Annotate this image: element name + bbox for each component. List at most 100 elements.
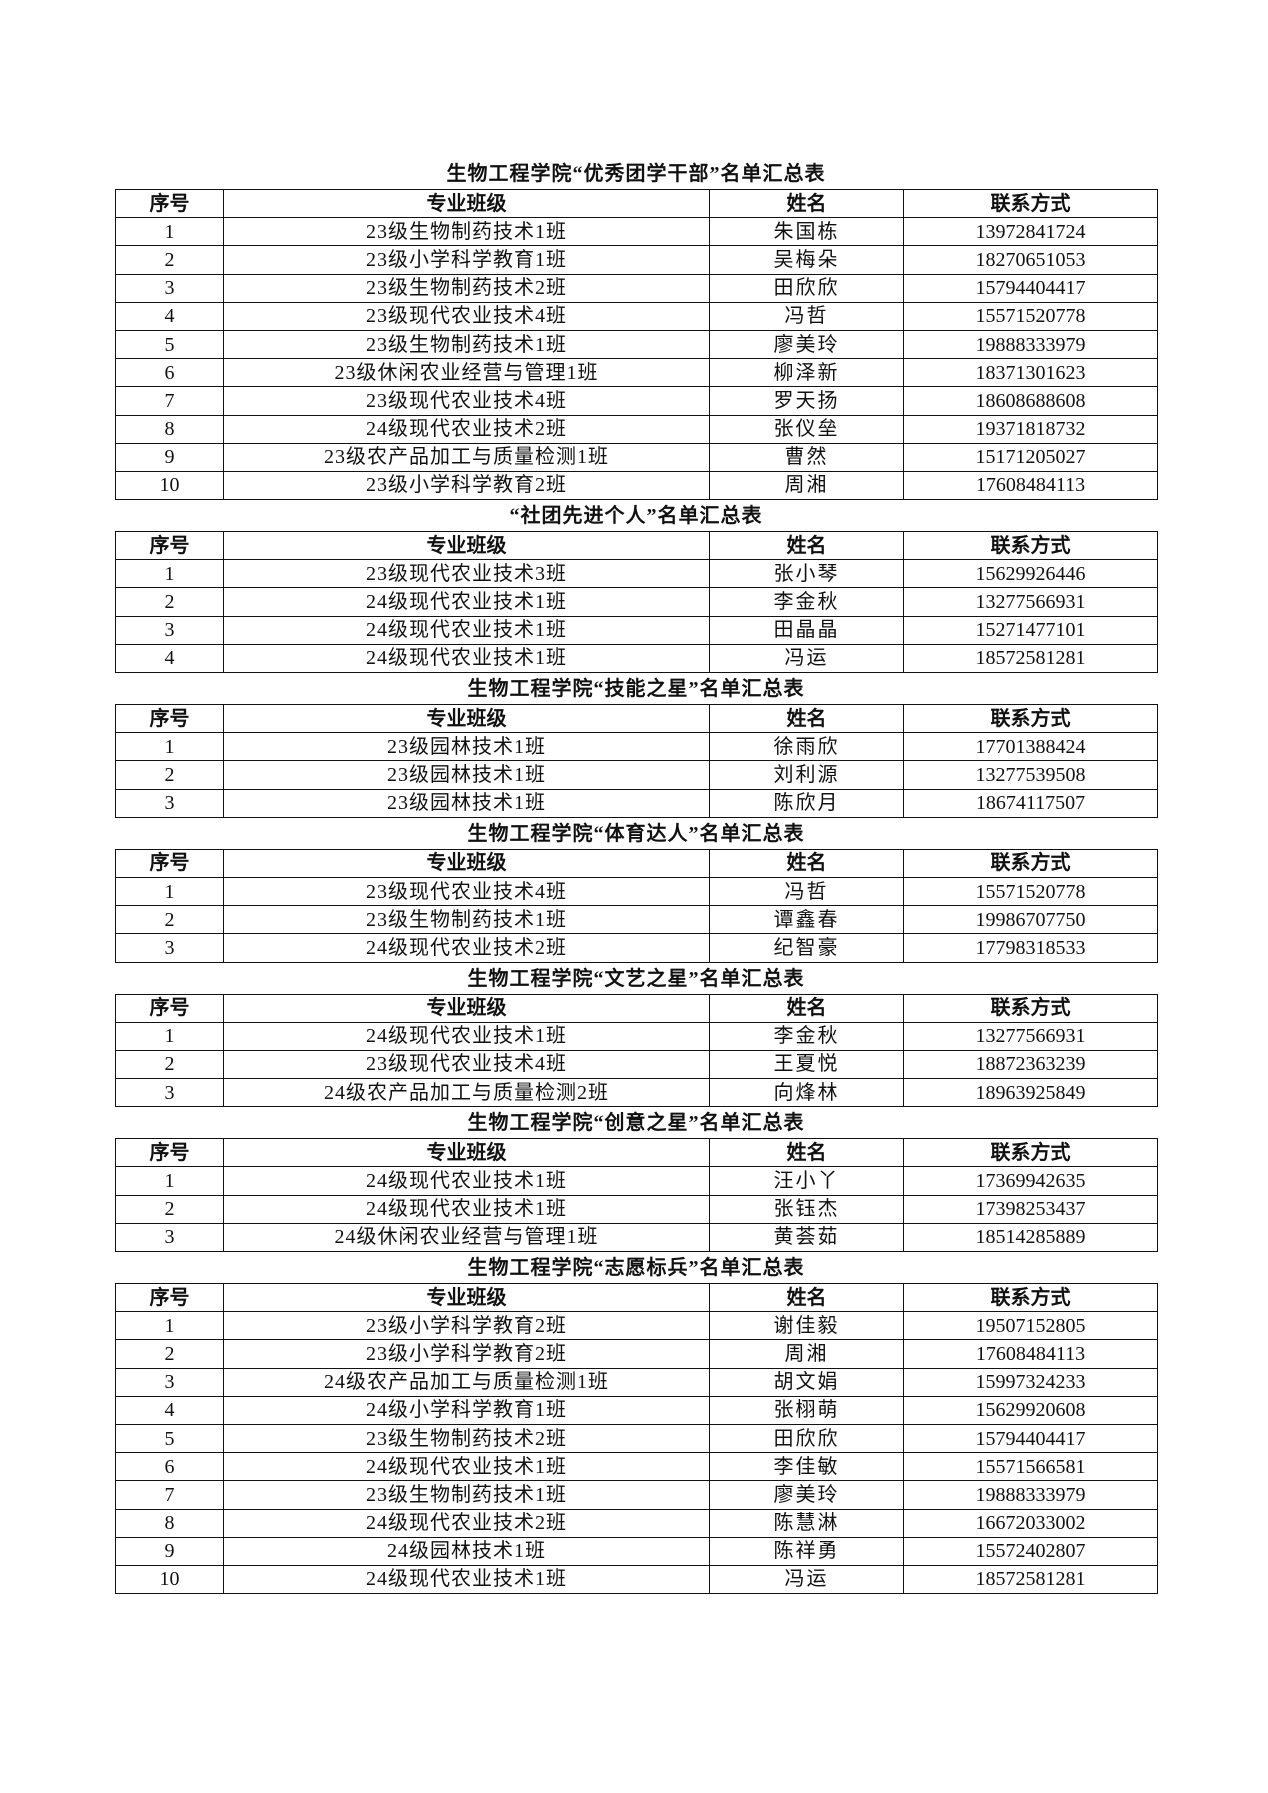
table-row: 9 24级园林技术1班 陈祥勇 15572402807 <box>115 1536 1158 1566</box>
header-row: 序号 专业班级 姓名 联系方式 <box>115 1282 1158 1313</box>
table-row: 3 23级园林技术1班 陈欣月 18674117507 <box>115 788 1158 818</box>
cell-contact: 13277566931 <box>903 587 1158 617</box>
column-header-class: 专业班级 <box>223 1282 710 1313</box>
cell-name: 冯运 <box>709 643 904 674</box>
cell-name: 汪小丫 <box>709 1166 904 1196</box>
table-title: 生物工程学院“文艺之星”名单汇总表 <box>467 967 805 990</box>
table-title: 生物工程学院“志愿标兵”名单汇总表 <box>467 1257 805 1279</box>
cell-name: 曹然 <box>709 442 904 472</box>
header-row: 序号 专业班级 姓名 联系方式 <box>115 188 1158 219</box>
cell-serial-number: 2 <box>115 1194 224 1224</box>
column-header-serial-number: 序号 <box>115 1282 224 1313</box>
cell-class: 23级现代农业技术4班 <box>223 1049 710 1080</box>
cell-class: 24级休闲农业经营与管理1班 <box>223 1222 710 1253</box>
cell-contact: 18608688608 <box>903 386 1158 416</box>
cell-contact: 18514285889 <box>903 1222 1158 1253</box>
cell-class: 23级小学科学教育2班 <box>223 470 710 501</box>
cell-class: 23级现代农业技术3班 <box>223 559 710 589</box>
cell-name: 冯运 <box>709 1564 904 1595</box>
cell-serial-number: 10 <box>115 470 224 501</box>
cell-contact: 15171205027 <box>903 442 1158 472</box>
table-row: 1 23级小学科学教育2班 谢佳毅 19507152805 <box>115 1311 1158 1341</box>
cell-serial-number: 2 <box>115 760 224 790</box>
cell-serial-number: 7 <box>115 1480 224 1510</box>
cell-contact: 19507152805 <box>903 1311 1158 1341</box>
header-row: 序号 专业班级 姓名 联系方式 <box>115 993 1158 1023</box>
cell-contact: 15794404417 <box>903 273 1158 303</box>
cell-serial-number: 3 <box>115 933 224 963</box>
table-row: 3 24级现代农业技术1班 田晶晶 15271477101 <box>115 615 1158 645</box>
table-row: 2 24级现代农业技术1班 李金秋 13277566931 <box>115 587 1158 617</box>
table-row: 3 24级农产品加工与质量检测2班 向烽林 18963925849 <box>115 1078 1158 1108</box>
cell-contact: 15794404417 <box>903 1423 1158 1454</box>
cell-class: 24级现代农业技术1班 <box>223 1166 710 1196</box>
cell-serial-number: 2 <box>115 245 224 275</box>
table-row: 5 23级生物制药技术1班 廖美玲 19888333979 <box>115 329 1158 360</box>
cell-name: 陈慧淋 <box>709 1508 904 1538</box>
cell-serial-number: 10 <box>115 1564 224 1595</box>
column-header-class: 专业班级 <box>223 703 710 734</box>
cell-contact: 15271477101 <box>903 615 1158 645</box>
column-header-class: 专业班级 <box>223 531 710 561</box>
document: 生物工程学院“优秀团学干部”名单汇总表 序号 专业班级 姓名 联系方式 1 23级生物制药技… <box>115 158 1158 1595</box>
cell-name: 田晶晶 <box>709 615 904 645</box>
table-row: 7 23级现代农业技术4班 罗天扬 18608688608 <box>115 386 1158 416</box>
table-row: 1 23级现代农业技术3班 张小琴 15629926446 <box>115 559 1158 589</box>
cell-name: 谢佳毅 <box>709 1311 904 1341</box>
roster-table: 序号 专业班级 姓名 联系方式 1 23级生物制药技术1班 朱国栋 13972841724 2 2… <box>115 188 1158 501</box>
cell-class: 23级现代农业技术4班 <box>223 386 710 416</box>
cell-class: 23级生物制药技术1班 <box>223 329 710 360</box>
cell-name: 纪智豪 <box>709 933 904 963</box>
cell-contact: 17798318533 <box>903 933 1158 963</box>
cell-contact: 15629926446 <box>903 559 1158 589</box>
cell-contact: 18572581281 <box>903 643 1158 674</box>
roster-table: 序号 专业班级 姓名 联系方式 1 23级现代农业技术4班 冯哲 15571520778 2 23… <box>115 848 1158 963</box>
cell-serial-number: 3 <box>115 615 224 645</box>
column-header-class: 专业班级 <box>223 993 710 1023</box>
cell-class: 23级园林技术1班 <box>223 788 710 818</box>
cell-name: 王夏悦 <box>709 1049 904 1080</box>
cell-name: 张小琴 <box>709 559 904 589</box>
column-header-name: 姓名 <box>709 848 904 878</box>
cell-serial-number: 1 <box>115 732 224 762</box>
cell-contact: 18572581281 <box>903 1564 1158 1595</box>
cell-class: 23级生物制药技术2班 <box>223 1423 710 1454</box>
cell-class: 24级现代农业技术1班 <box>223 1021 710 1051</box>
column-header-contact: 联系方式 <box>903 188 1158 219</box>
column-header-contact: 联系方式 <box>903 993 1158 1023</box>
cell-name: 李金秋 <box>709 587 904 617</box>
cell-serial-number: 3 <box>115 1222 224 1253</box>
column-header-class: 专业班级 <box>223 848 710 878</box>
cell-name: 柳泽新 <box>709 358 904 388</box>
cell-class: 24级现代农业技术1班 <box>223 615 710 645</box>
cell-name: 陈欣月 <box>709 788 904 818</box>
cell-class: 24级现代农业技术1班 <box>223 1564 710 1595</box>
cell-name: 张钰杰 <box>709 1194 904 1224</box>
cell-name: 周湘 <box>709 1339 904 1369</box>
table-row: 6 24级现代农业技术1班 李佳敏 15571566581 <box>115 1452 1158 1482</box>
cell-name: 刘利源 <box>709 760 904 790</box>
cell-serial-number: 9 <box>115 1536 224 1566</box>
cell-serial-number: 6 <box>115 1452 224 1482</box>
cell-class: 23级小学科学教育1班 <box>223 245 710 275</box>
cell-name: 张仪垒 <box>709 414 904 444</box>
roster-table: 序号 专业班级 姓名 联系方式 1 23级园林技术1班 徐雨欣 17701388424 2 23级… <box>115 703 1158 818</box>
cell-name: 胡文娟 <box>709 1367 904 1397</box>
cell-class: 23级生物制药技术1班 <box>223 1480 710 1510</box>
cell-name: 陈祥勇 <box>709 1536 904 1566</box>
table-title: 生物工程学院“体育达人”名单汇总表 <box>467 822 805 845</box>
cell-class: 23级园林技术1班 <box>223 760 710 790</box>
column-header-contact: 联系方式 <box>903 703 1158 734</box>
roster-table: 序号 专业班级 姓名 联系方式 1 23级现代农业技术3班 张小琴 15629926446 2 2… <box>115 531 1158 674</box>
cell-contact: 13277566931 <box>903 1021 1158 1051</box>
cell-serial-number: 4 <box>115 1395 224 1425</box>
column-header-serial-number: 序号 <box>115 703 224 734</box>
cell-class: 23级休闲农业经营与管理1班 <box>223 358 710 388</box>
table-row: 2 23级小学科学教育2班 周湘 17608484113 <box>115 1339 1158 1369</box>
cell-name: 田欣欣 <box>709 1423 904 1454</box>
roster-table: 序号 专业班级 姓名 联系方式 1 24级现代农业技术1班 汪小丫 17369942635 2 2… <box>115 1138 1158 1253</box>
cell-contact: 19888333979 <box>903 329 1158 360</box>
cell-class: 24级农产品加工与质量检测1班 <box>223 1367 710 1397</box>
cell-class: 23级生物制药技术1班 <box>223 217 710 247</box>
table-row: 8 24级现代农业技术2班 张仪垒 19371818732 <box>115 414 1158 444</box>
